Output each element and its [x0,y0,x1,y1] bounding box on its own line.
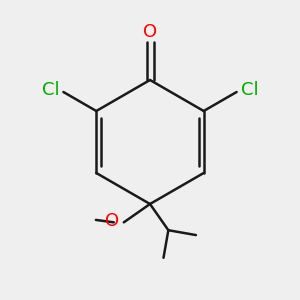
Text: O: O [143,23,157,41]
Text: Cl: Cl [42,81,59,99]
Text: O: O [105,212,119,230]
Text: Cl: Cl [241,81,258,99]
